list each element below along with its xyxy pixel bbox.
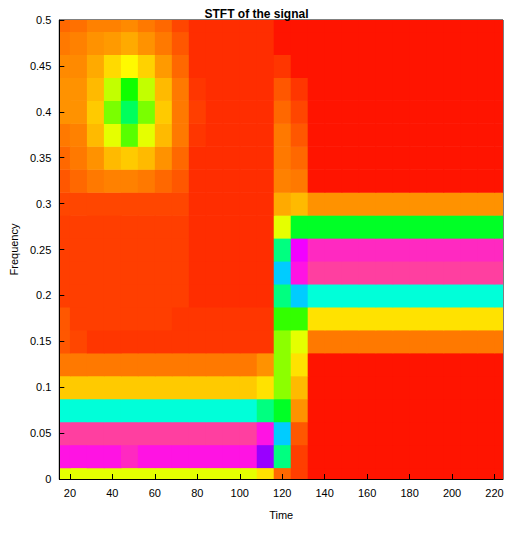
svg-text:40: 40	[106, 487, 118, 499]
svg-text:Time: Time	[269, 509, 293, 521]
svg-text:80: 80	[191, 487, 203, 499]
svg-text:0.05: 0.05	[30, 427, 51, 439]
svg-text:180: 180	[400, 487, 418, 499]
svg-text:100: 100	[231, 487, 249, 499]
svg-text:0.45: 0.45	[30, 60, 51, 72]
svg-text:0.2: 0.2	[36, 289, 51, 301]
svg-text:0.1: 0.1	[36, 381, 51, 393]
svg-text:20: 20	[64, 487, 76, 499]
svg-text:120: 120	[273, 487, 291, 499]
svg-text:0: 0	[45, 473, 51, 485]
svg-text:0.35: 0.35	[30, 152, 51, 164]
svg-text:0.25: 0.25	[30, 244, 51, 256]
svg-text:STFT of the signal: STFT of the signal	[205, 7, 309, 21]
svg-text:220: 220	[485, 487, 503, 499]
svg-text:0.5: 0.5	[36, 14, 51, 26]
svg-text:0.15: 0.15	[30, 335, 51, 347]
svg-text:0.4: 0.4	[36, 106, 51, 118]
svg-text:Frequency: Frequency	[8, 223, 20, 275]
svg-text:0.3: 0.3	[36, 198, 51, 210]
svg-text:160: 160	[358, 487, 376, 499]
svg-text:140: 140	[315, 487, 333, 499]
svg-text:60: 60	[149, 487, 161, 499]
svg-text:200: 200	[443, 487, 461, 499]
